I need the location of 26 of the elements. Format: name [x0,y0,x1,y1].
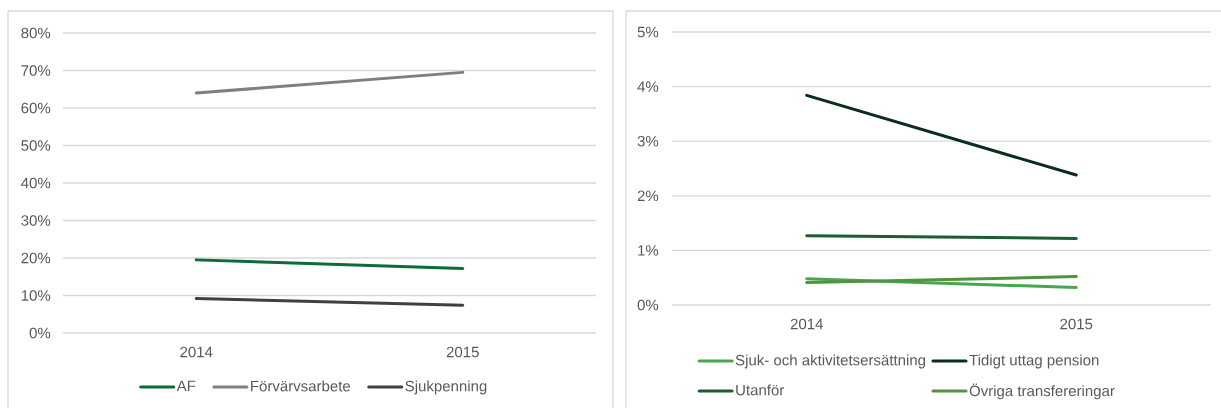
y-tick-label: 40% [21,177,51,189]
y-tick-label: 50% [21,140,51,151]
y-tick-label: 3% [637,135,659,147]
y-tick-label: 5% [637,26,659,38]
y-tick-label: 0% [29,327,51,339]
legend-label: Övriga transfereringar [969,383,1115,400]
x-tick-label: 2015 [446,346,479,358]
y-tick-label: 80% [21,27,51,39]
y-tick-label: 20% [21,252,51,264]
legend-label: Utanför [736,384,785,396]
legend-label: Förvärvsarbete [251,380,351,392]
legend-label: Sjukpenning [405,380,487,395]
y-tick-label: 4% [637,81,659,92]
y-tick-label: 30% [21,215,51,226]
y-tick-label: 0% [637,299,659,311]
x-tick-label: 2015 [1060,318,1093,330]
y-tick-label: 60% [21,102,51,114]
legend-label: Tidigt uttag pension [969,354,1099,369]
x-tick-label: 2014 [790,318,823,330]
y-tick-label: 10% [21,290,51,301]
y-tick-label: 2% [637,190,659,202]
y-tick-label: 1% [638,245,659,256]
legend-label: AF [176,380,196,392]
legend-label: Sjuk- och aktivitetsersättning [735,354,926,369]
y-tick-label: 70% [21,65,51,76]
x-tick-label: 2014 [180,346,213,358]
